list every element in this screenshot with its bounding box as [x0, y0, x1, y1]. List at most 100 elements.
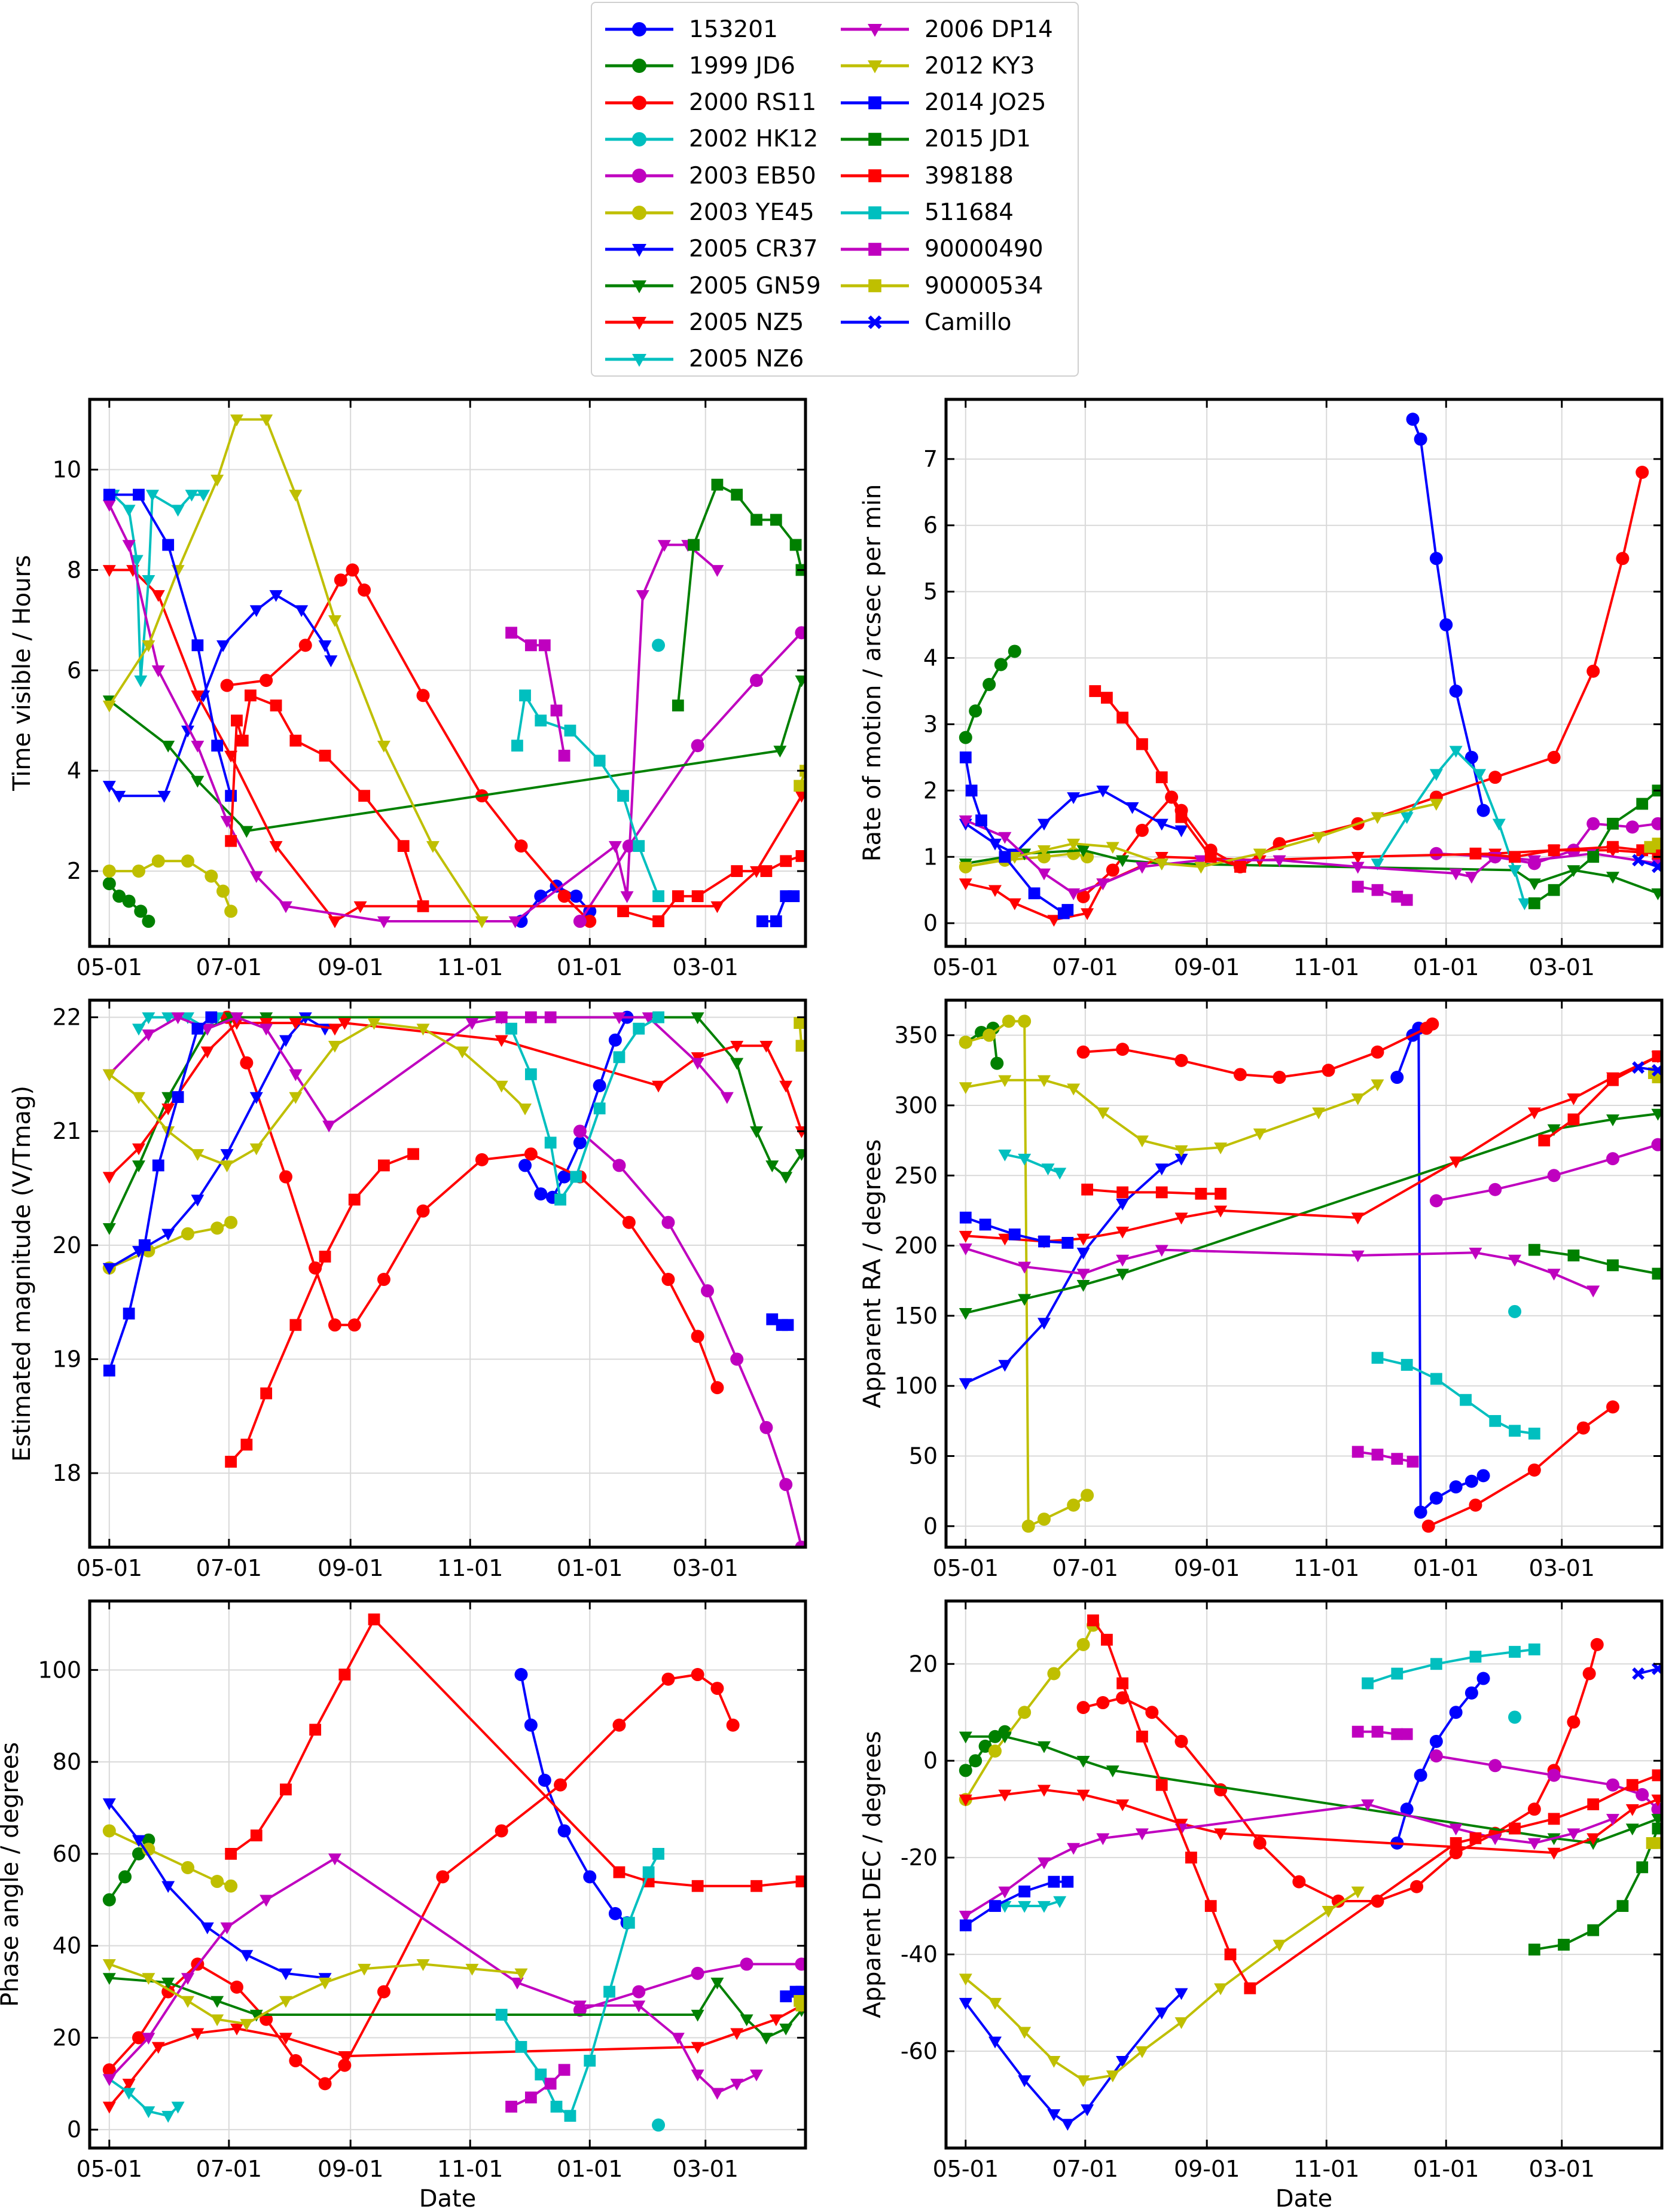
data-point — [102, 1223, 116, 1235]
data-point — [1469, 1651, 1482, 1663]
data-point — [1048, 1875, 1060, 1888]
data-point — [260, 414, 273, 427]
data-point — [134, 905, 148, 918]
data-point — [1464, 1474, 1478, 1488]
data-point — [1053, 1896, 1067, 1908]
data-point — [795, 1541, 805, 1547]
series-511684 — [505, 1011, 664, 1206]
data-point — [132, 2031, 145, 2045]
data-point — [642, 1866, 655, 1878]
data-point — [535, 2069, 547, 2080]
series-camillo — [1632, 854, 1662, 873]
data-point — [613, 1866, 626, 1878]
data-point — [1214, 1205, 1228, 1218]
data-point — [1076, 1789, 1090, 1802]
data-point — [1636, 798, 1649, 810]
data-point — [593, 754, 606, 767]
data-point — [210, 1875, 224, 1889]
panel-6: 05-01 07-01 09-01 11-01 01-01 03-01 -60 -40 -20 0… — [859, 1599, 1664, 2212]
data-point — [231, 714, 243, 727]
data-point — [240, 2019, 254, 2031]
data-point — [191, 1022, 204, 1035]
series-line — [623, 854, 803, 922]
data-point — [584, 2055, 596, 2067]
data-point — [1155, 852, 1168, 864]
data-point — [1528, 1244, 1540, 1256]
data-point — [519, 689, 531, 702]
data-point — [1430, 1373, 1442, 1385]
legend-marker — [605, 132, 673, 146]
data-point — [145, 490, 159, 502]
data-point — [652, 915, 664, 927]
legend-item-2005-gn59: 2005 GN59 — [600, 268, 821, 304]
data-point — [642, 1012, 655, 1025]
data-point — [1021, 1519, 1035, 1533]
y-tick-label: 6 — [67, 657, 81, 683]
x-tick-label: 03-01 — [673, 1555, 739, 1581]
series-2015-jd1 — [1528, 1244, 1662, 1280]
series-2003-ye45 — [959, 1015, 1094, 1533]
data-point — [989, 1900, 1001, 1912]
data-point — [1651, 1802, 1662, 1816]
data-point — [1606, 1400, 1620, 1414]
data-point — [701, 1284, 715, 1298]
data-point — [171, 505, 185, 517]
series-layer — [102, 414, 805, 928]
y-tick-label: 350 — [894, 1022, 938, 1049]
data-point — [1351, 1093, 1365, 1105]
data-point — [1469, 1498, 1482, 1512]
data-point — [465, 1963, 479, 1976]
data-point — [959, 751, 972, 763]
data-point — [1076, 845, 1090, 857]
data-point — [1469, 847, 1482, 860]
data-point — [1547, 1768, 1561, 1782]
data-point — [102, 1263, 116, 1275]
data-point — [570, 1171, 582, 1183]
data-point — [623, 1917, 635, 1929]
data-point — [142, 2033, 155, 2045]
data-point — [417, 900, 429, 912]
data-point — [1116, 1677, 1129, 1689]
series-line — [676, 483, 803, 706]
y-tick-label: 300 — [894, 1092, 938, 1119]
data-point — [760, 865, 773, 877]
x-axis-label: Date — [419, 2185, 477, 2212]
data-point — [573, 2000, 587, 2013]
data-point — [780, 855, 792, 867]
data-point — [1528, 1428, 1540, 1440]
series-398188 — [225, 689, 805, 927]
data-point — [122, 2079, 136, 2091]
data-point — [338, 1669, 351, 1681]
data-point — [514, 839, 528, 853]
data-point — [652, 1847, 664, 1860]
data-point — [130, 555, 144, 567]
y-tick-label: 10 — [53, 457, 81, 483]
data-point — [988, 838, 1002, 851]
data-point — [1155, 1245, 1168, 1257]
data-point — [1089, 685, 1102, 697]
data-point — [518, 1159, 532, 1172]
data-point — [1116, 1186, 1129, 1199]
data-point — [1547, 750, 1561, 764]
data-point — [1076, 2075, 1090, 2088]
data-point — [348, 1193, 361, 1206]
series-511684 — [1362, 1643, 1540, 1689]
legend-marker — [605, 169, 673, 184]
data-point — [1018, 1261, 1032, 1274]
data-point — [191, 775, 205, 788]
data-point — [1651, 1662, 1662, 1675]
data-point — [1509, 1646, 1521, 1658]
y-tick-label: 0 — [923, 910, 938, 936]
data-point — [613, 1051, 626, 1064]
x-tick-label: 07-01 — [196, 2156, 262, 2182]
series-2005-cr37 — [102, 590, 338, 803]
series-2003-ye45 — [959, 1618, 1100, 1806]
data-point — [652, 1011, 664, 1023]
x-tick-label: 07-01 — [1052, 2156, 1118, 2182]
data-point — [1371, 858, 1384, 870]
series-2002-hk12 — [1508, 1710, 1522, 1724]
data-point — [1008, 852, 1021, 864]
data-point — [1527, 878, 1541, 891]
data-point — [1028, 887, 1041, 900]
series-90000490 — [1351, 881, 1413, 906]
